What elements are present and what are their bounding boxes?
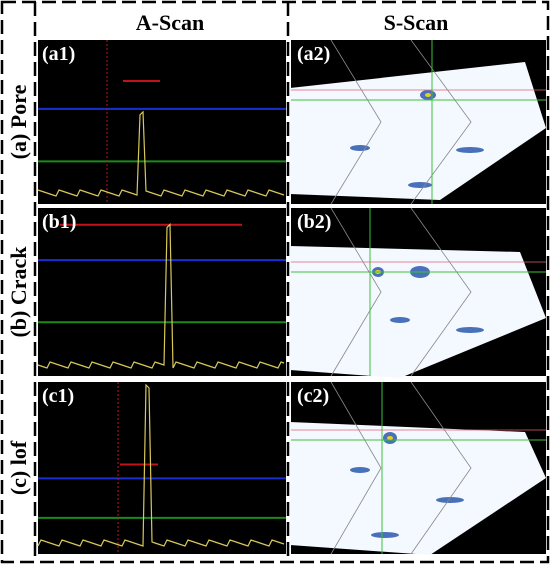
- indication: [456, 327, 484, 333]
- s-scan-fan: [290, 62, 546, 200]
- row-label: (b) Crack: [6, 246, 31, 338]
- indication: [350, 145, 370, 151]
- grid-outline: [330, 207, 382, 377]
- a-scan-trace: [37, 223, 285, 369]
- indication: [436, 497, 464, 503]
- a-scan-panel: [38, 382, 286, 554]
- panel-label: (c1): [42, 385, 74, 407]
- row-label: (a) Pore: [6, 84, 31, 159]
- indication: [390, 317, 410, 323]
- grid-outline: [410, 207, 472, 377]
- a-scan-panel: [38, 208, 286, 376]
- grid-outline: [330, 381, 382, 555]
- a-scan-trace: [37, 110, 285, 197]
- indication: [408, 182, 432, 188]
- indication: [371, 532, 399, 538]
- grid-outline: [410, 39, 472, 205]
- panel-label: (a1): [42, 43, 75, 65]
- indication: [456, 147, 484, 153]
- panel-label: (a2): [297, 43, 330, 65]
- s-scan-fan: [290, 422, 546, 555]
- row-label: (c) lof: [6, 440, 31, 495]
- indication-core: [387, 436, 393, 440]
- panel-label: (c2): [297, 385, 329, 407]
- grid-outline: [410, 381, 472, 555]
- column-header: S-Scan: [384, 10, 449, 35]
- a-scan-trace: [37, 383, 285, 547]
- indication-core: [425, 93, 431, 97]
- grid-outline: [330, 39, 382, 205]
- column-header: A-Scan: [136, 10, 204, 35]
- indication: [350, 467, 370, 473]
- panel-label: (b1): [42, 211, 76, 233]
- a-scan-panel: [38, 40, 286, 204]
- panel-label: (b2): [297, 211, 331, 233]
- s-scan-fan: [290, 246, 546, 378]
